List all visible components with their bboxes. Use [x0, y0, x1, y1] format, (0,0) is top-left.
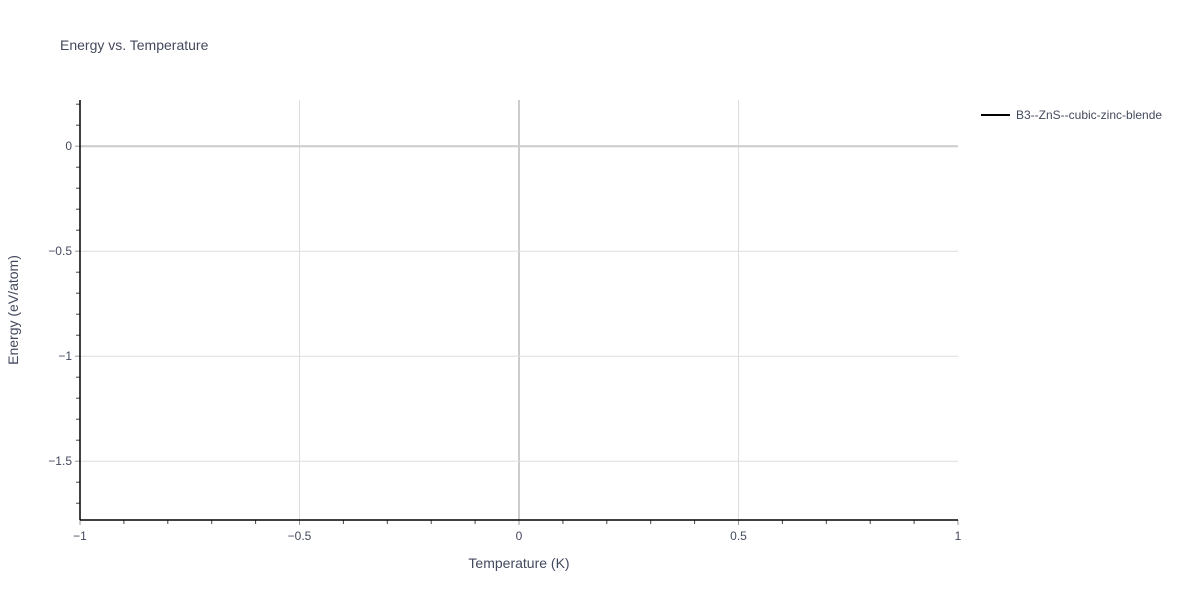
legend-item[interactable]: B3--ZnS--cubic-zinc-blende — [981, 108, 1162, 122]
legend-label: B3--ZnS--cubic-zinc-blende — [1016, 108, 1162, 122]
x-tick-label: 0.5 — [730, 529, 747, 543]
y-tick-label: 0 — [65, 139, 72, 153]
x-axis-label: Temperature (K) — [468, 555, 569, 571]
x-tick-label: 0 — [516, 529, 523, 543]
x-tick-label: −0.5 — [288, 529, 312, 543]
y-tick-label: −0.5 — [48, 244, 72, 258]
y-tick-label: −1 — [58, 349, 72, 363]
grid — [80, 100, 958, 520]
y-axis-label: Energy (eV/atom) — [5, 255, 21, 365]
x-tick-label: 1 — [955, 529, 962, 543]
chart-title: Energy vs. Temperature — [60, 37, 209, 53]
axes: −1 −0.5 0 0.5 1 0 −0.5 −1 −1.5 — [48, 100, 962, 543]
x-tick-label: −1 — [73, 529, 87, 543]
y-tick-label: −1.5 — [48, 454, 72, 468]
